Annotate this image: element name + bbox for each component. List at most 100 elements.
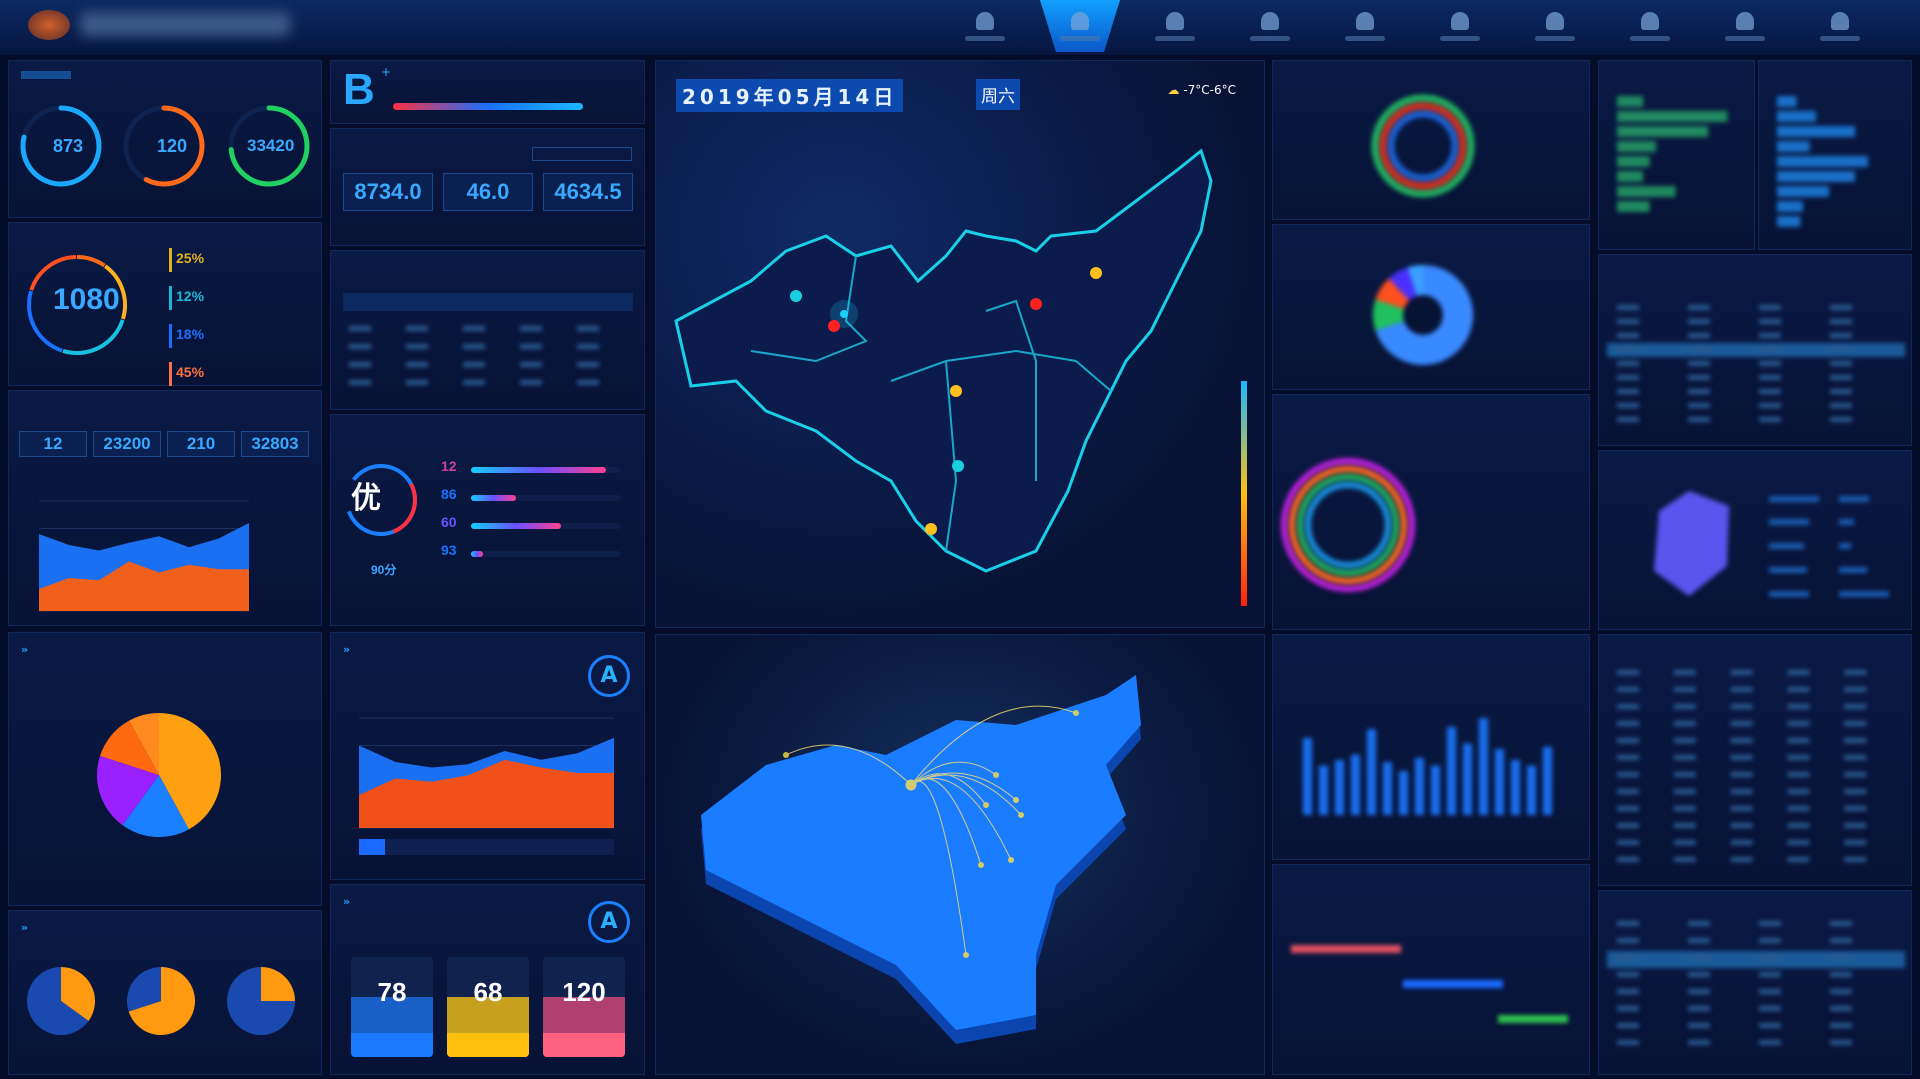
table-cell — [1673, 670, 1696, 675]
weekday-label: 周六 — [976, 79, 1020, 110]
panel-supply-quality: » A — [330, 632, 645, 880]
filter-select[interactable] — [532, 147, 632, 161]
cost-ring-segment — [27, 290, 63, 353]
table-cell — [406, 326, 428, 331]
flow-line — [910, 761, 997, 786]
table-cell — [463, 344, 485, 349]
table-cell — [1830, 375, 1852, 380]
nav-item[interactable] — [1420, 0, 1500, 52]
nav-item[interactable] — [1135, 0, 1215, 52]
flow-line — [910, 778, 982, 866]
table-cell — [1844, 857, 1867, 862]
stat-value: 210 — [186, 434, 216, 453]
table-cell — [1688, 403, 1710, 408]
bar — [1777, 126, 1855, 137]
bar — [1303, 738, 1312, 815]
table-cell — [1844, 789, 1867, 794]
table-cell — [1617, 721, 1639, 726]
eval-bar-value: 12 — [441, 458, 457, 474]
panel-3d-map — [655, 634, 1265, 1075]
pie-slice — [26, 967, 89, 1035]
location-dot[interactable] — [840, 310, 848, 318]
bar — [1777, 96, 1797, 107]
table-cell — [463, 380, 485, 385]
nav-item[interactable] — [1515, 0, 1595, 52]
flow-hub — [905, 779, 917, 791]
table-cell — [1759, 389, 1781, 394]
panel-grade: B + — [330, 60, 645, 124]
table-cell — [1673, 772, 1696, 777]
panel-table-b — [1598, 634, 1912, 886]
flow-map[interactable] — [656, 635, 1266, 1076]
table-cell — [1688, 305, 1710, 310]
table-cell — [1759, 989, 1781, 994]
table-cell — [1830, 403, 1852, 408]
table-cell — [1617, 955, 1639, 960]
region-map[interactable] — [656, 61, 1266, 629]
table-cell — [1617, 755, 1639, 760]
flow-endpoint — [1008, 857, 1014, 863]
table-cell — [1844, 687, 1867, 692]
cost-ring-segment — [29, 255, 77, 291]
panel-evaluation: 优 90分 12 86 60 93 — [330, 414, 645, 626]
table-cell — [1673, 806, 1696, 811]
nav-item[interactable] — [1325, 0, 1405, 52]
table-cell — [463, 362, 485, 367]
cost-pct: 45% — [176, 364, 205, 380]
bar — [1447, 727, 1456, 815]
weather-markers[interactable] — [790, 267, 1102, 535]
stat-value: 8734.0 — [354, 179, 422, 204]
nav-item[interactable] — [945, 0, 1025, 52]
table-cell — [406, 362, 428, 367]
card-value: 120 — [562, 977, 606, 1007]
nav-label — [965, 35, 1005, 41]
bar — [1777, 216, 1801, 227]
table-cell — [577, 380, 599, 385]
flow-endpoint — [1013, 797, 1019, 803]
donut-hole — [1403, 295, 1443, 335]
table-cell — [577, 326, 599, 331]
weather: ☁ -7°C-6°C — [1167, 83, 1236, 97]
nav-item[interactable] — [1040, 0, 1120, 52]
nav-icon — [1831, 11, 1849, 30]
nav-label — [1820, 35, 1860, 41]
cost-item: 25% — [169, 248, 204, 272]
panel-heat-source: 8734.0 46.0 4634.5 — [330, 128, 645, 246]
nav-item[interactable] — [1610, 0, 1690, 52]
stat-value: 12 — [43, 434, 63, 453]
stat-box: 32803 — [241, 431, 309, 457]
nav-item[interactable] — [1705, 0, 1785, 52]
table-cell — [1830, 1023, 1852, 1028]
table-cell — [1688, 955, 1710, 960]
ring-progress — [143, 105, 205, 187]
timeline-scrollbar[interactable] — [359, 839, 614, 855]
table-cell — [1759, 417, 1781, 422]
stat-box: 210 — [167, 431, 235, 457]
table-cell — [1688, 333, 1710, 338]
eval-grade: 优 — [351, 481, 381, 516]
flow-lines — [783, 705, 1079, 958]
scrollbar-thumb[interactable] — [359, 839, 385, 855]
table-cell — [1787, 721, 1810, 726]
device-grade-badge: A — [588, 901, 630, 943]
cost-ring-segment — [62, 319, 125, 355]
bar — [1415, 757, 1424, 815]
bar — [1777, 111, 1816, 122]
panel-stat-analysis: » — [8, 632, 322, 906]
table-cell — [349, 362, 371, 367]
table-cell — [1617, 687, 1639, 692]
radar-shape — [1654, 491, 1729, 596]
table-cell — [1830, 955, 1852, 960]
table-cell — [1688, 361, 1710, 366]
nav-icon — [1736, 11, 1754, 30]
nav-item[interactable] — [1230, 0, 1310, 52]
pie-slice — [61, 967, 95, 1021]
card-value: 78 — [377, 977, 407, 1007]
table-cell — [1844, 738, 1867, 743]
table-cell — [1617, 347, 1639, 352]
table-highlight — [1607, 951, 1905, 968]
table-cell — [1830, 972, 1852, 977]
nav-item[interactable] — [1800, 0, 1880, 52]
table-cell — [406, 344, 428, 349]
table-cell — [1617, 333, 1639, 338]
